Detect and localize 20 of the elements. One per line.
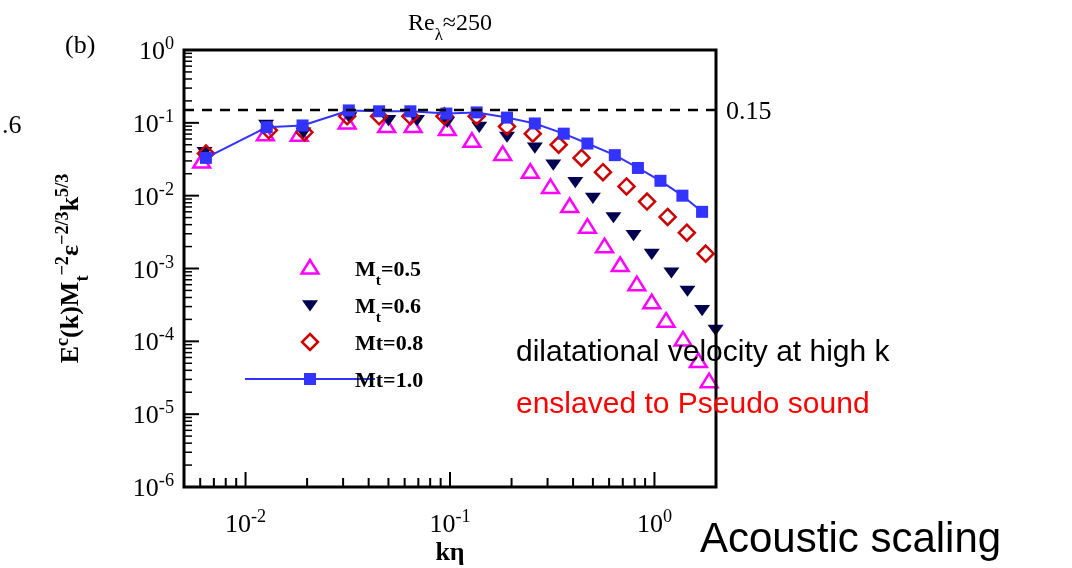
legend-label: Mt=1.0 xyxy=(355,367,424,392)
x-tick-label: 10$^{-2}$ xyxy=(224,506,267,538)
y-tick-label: 10$^{-4}$ xyxy=(132,324,174,357)
legend-label: Mt=0.8 xyxy=(355,330,424,355)
x-tick-label: 10$^{0}$ xyxy=(636,506,672,538)
ref-line-label: 0.15 xyxy=(726,96,772,126)
y-tick-label: 10$^{-5}$ xyxy=(132,397,174,430)
y-tick-label: 10$^{-2}$ xyxy=(132,178,174,211)
y-tick-label: 10$^{-6}$ xyxy=(132,470,174,502)
x-tick-label: 10$^{-1}$ xyxy=(429,506,471,538)
x-axis-title: kη xyxy=(435,537,465,566)
chart-title: Re$_{λ}$≈250 xyxy=(408,9,492,44)
text: .6 xyxy=(2,110,22,139)
y-tick-label: 10$^{-1}$ xyxy=(132,105,174,138)
legend-label: M$_{t}$=0.6 xyxy=(355,293,421,325)
legend-label: M$_{t}$=0.5 xyxy=(355,256,421,288)
text: Acoustic scaling xyxy=(700,514,1002,561)
y-tick-label: 10$^{-3}$ xyxy=(132,251,174,284)
text: (b) xyxy=(65,30,96,59)
y-tick-label: 10$^{0}$ xyxy=(138,33,174,65)
